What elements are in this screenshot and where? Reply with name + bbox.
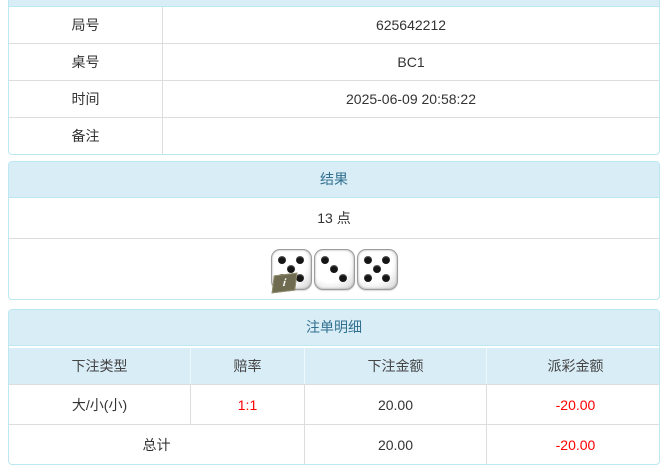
game-info-panel: 局号 625642212 桌号 BC1 时间 2025-06-09 20:58:…	[8, 0, 660, 155]
odds-value: 1:1	[190, 384, 305, 425]
total-label: 总计	[9, 424, 305, 464]
bets-panel-title: 注单明细	[9, 310, 659, 346]
payout-column-header: 派彩金额	[486, 346, 659, 385]
round-id-value: 625642212	[375, 17, 447, 33]
bets-table: 下注类型 赔率 下注金额 派彩金额 大/小(小) 1:1 20.00 -20.0…	[9, 346, 659, 464]
info-badge-icon: i	[271, 272, 297, 293]
table-row: 备注	[9, 117, 659, 154]
result-panel-title: 结果	[9, 162, 659, 198]
bet-amount-value: 20.00	[304, 384, 487, 425]
time-value: 2025-06-09 20:58:22	[162, 80, 659, 118]
result-points: 13 点	[9, 198, 659, 239]
table-row: 局号 625642212	[9, 7, 659, 44]
total-row: 总计 20.00 -20.00	[9, 424, 659, 464]
time-label: 时间	[9, 80, 163, 118]
bet-amount-column-header: 下注金额	[304, 346, 487, 385]
table-row: 时间 2025-06-09 20:58:22	[9, 80, 659, 118]
bet-row: 大/小(小) 1:1 20.00 -20.00	[9, 384, 659, 425]
bet-type-value: 大/小(小)	[9, 384, 191, 425]
round-id-label: 局号	[9, 7, 163, 44]
bets-header-row: 下注类型 赔率 下注金额 派彩金额	[9, 346, 659, 385]
table-id-label: 桌号	[9, 43, 163, 81]
table-row: 桌号 BC1	[9, 43, 659, 81]
total-bet-amount: 20.00	[304, 424, 487, 464]
payout-value: -20.00	[486, 384, 659, 425]
game-info-table: 局号 625642212 桌号 BC1 时间 2025-06-09 20:58:…	[9, 7, 659, 154]
dice-row: i	[9, 239, 659, 299]
die-5-icon: i	[270, 248, 312, 293]
total-payout: -20.00	[486, 424, 659, 464]
remark-label: 备注	[9, 117, 163, 154]
die-5-icon	[356, 248, 398, 290]
die-3-icon	[313, 248, 355, 290]
bets-panel: 注单明细 下注类型 赔率 下注金额 派彩金额 大/小(小) 1:1 20.00 …	[8, 309, 660, 465]
remark-value	[162, 117, 659, 154]
result-panel: 结果 13 点 i	[8, 161, 660, 300]
odds-column-header: 赔率	[190, 346, 305, 385]
bet-type-column-header: 下注类型	[9, 346, 191, 385]
game-info-panel-heading-cut	[9, 0, 659, 7]
table-id-value: BC1	[162, 43, 659, 81]
